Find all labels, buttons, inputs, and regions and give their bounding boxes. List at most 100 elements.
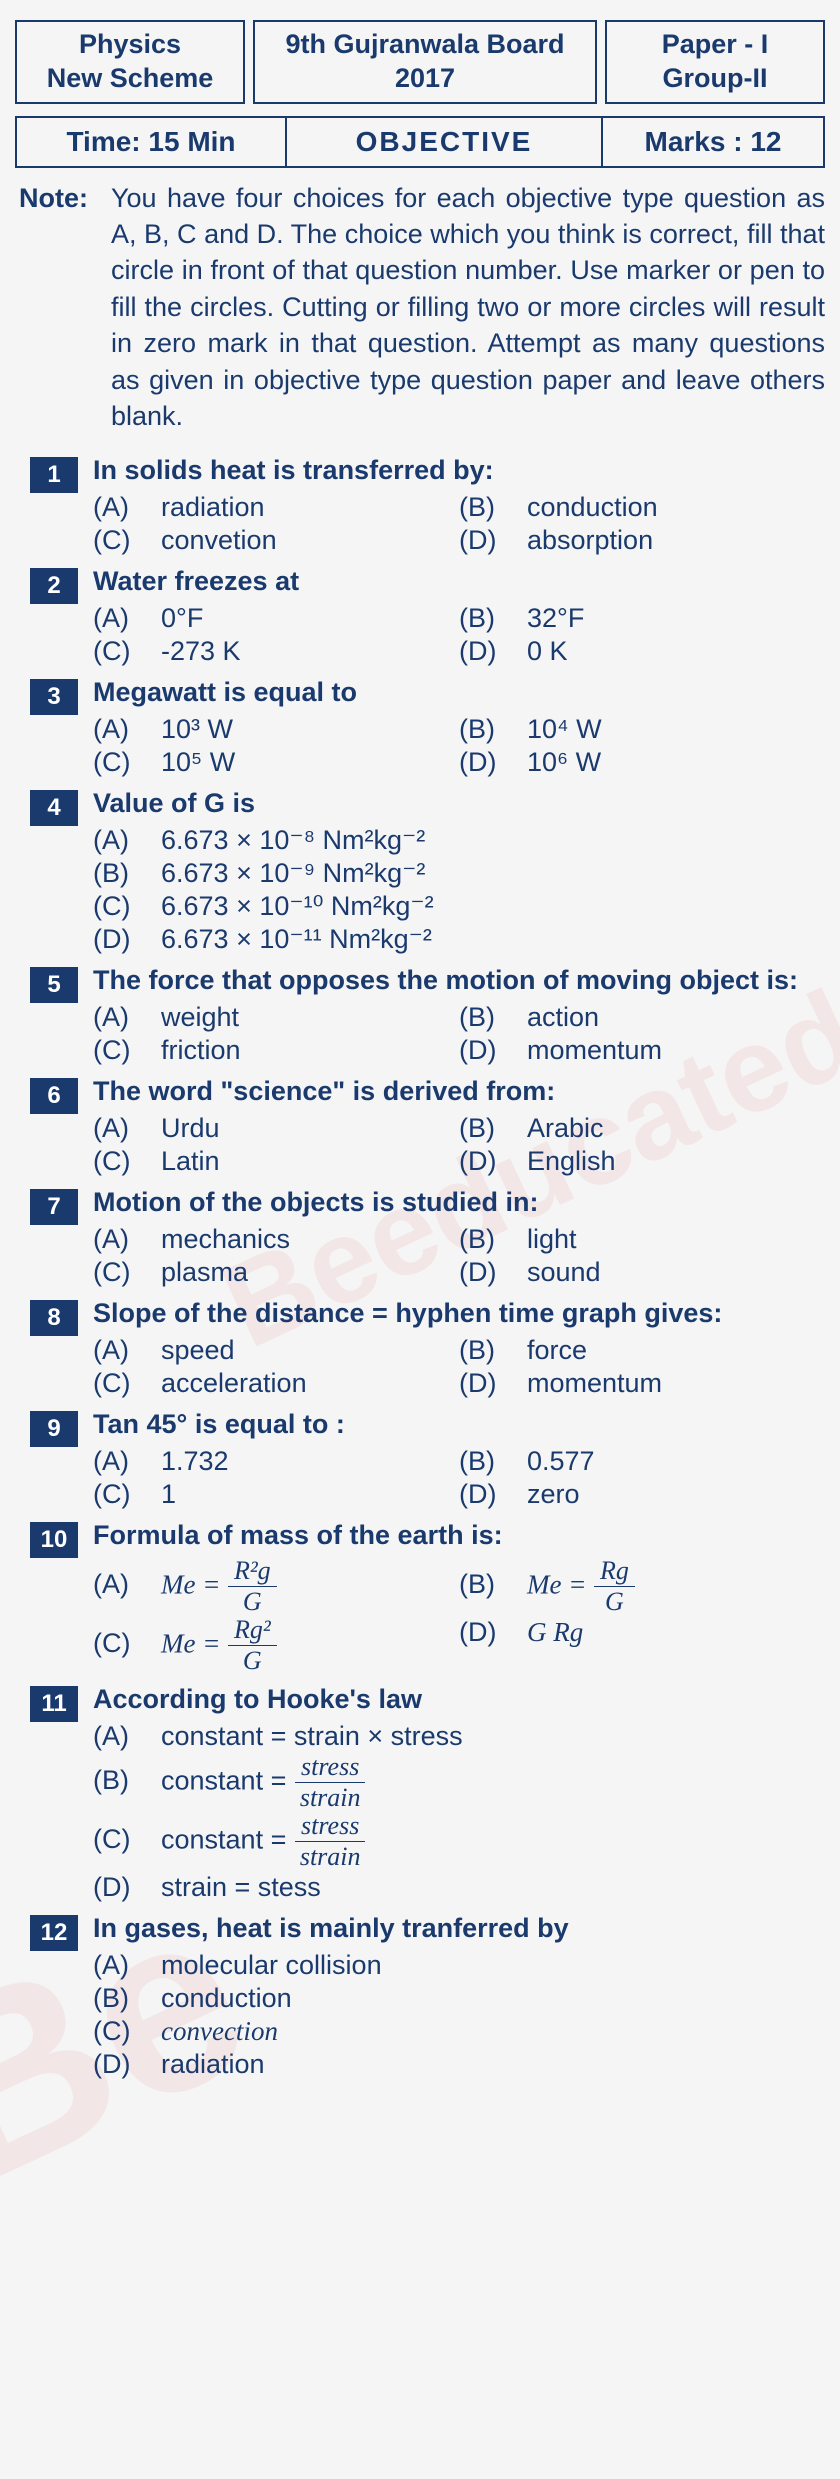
question-number: 4 (30, 790, 78, 826)
option-letter: (C) (93, 1035, 161, 1066)
option-letter: (D) (459, 1035, 527, 1066)
options: (A)Me = R²gG(B)Me = RgG(C)Me = Rg²G(D)G … (93, 1558, 825, 1676)
note-block: Note: You have four choices for each obj… (15, 180, 825, 435)
option: (A)10³ W (93, 714, 459, 745)
options: (A)mechanics(B)light(C)plasma(D)sound (93, 1224, 825, 1290)
options: (A)speed(B)force(C)acceleration(D)moment… (93, 1335, 825, 1401)
options: (A)0°F(B)32°F(C)-273 K(D)0 K (93, 603, 825, 669)
option: (D)momentum (459, 1368, 825, 1399)
option: (B)Me = RgG (459, 1558, 825, 1615)
questions-container: 1 In solids heat is transferred by:(A)rad… (15, 453, 825, 2082)
question-number: 6 (30, 1078, 78, 1114)
option-text: 0 K (527, 636, 568, 667)
option: (B)conduction (459, 492, 825, 523)
option-text: convection (161, 2016, 278, 2047)
option-letter: (C) (93, 525, 161, 556)
option: (D)strain = stess (93, 1872, 825, 1903)
question-number: 10 (30, 1522, 78, 1558)
note-text: You have four choices for each objective… (105, 180, 825, 435)
question-body: In gases, heat is mainly tranferred by(A… (93, 1911, 825, 2082)
question-4: 4 Value of G is(A)6.673 × 10⁻⁸ Nm²kg⁻²(B)… (15, 786, 825, 957)
option-text: friction (161, 1035, 241, 1066)
option: (D)English (459, 1146, 825, 1177)
question-body: In solids heat is transferred by:(A)radi… (93, 453, 825, 558)
header-row: Physics New Scheme 9th Gujranwala Board … (15, 20, 825, 104)
question-body: Formula of mass of the earth is:(A)Me = … (93, 1518, 825, 1675)
qnum-col: 2 (15, 564, 93, 669)
option-letter: (D) (459, 525, 527, 556)
option-letter: (A) (93, 1224, 161, 1255)
option-text: 6.673 × 10⁻⁸ Nm²kg⁻² (161, 825, 425, 856)
option-letter: (B) (459, 603, 527, 634)
option-text: weight (161, 1002, 239, 1033)
option: (C)1 (93, 1479, 459, 1510)
option-letter: (A) (93, 492, 161, 523)
option-letter: (A) (93, 603, 161, 634)
header-paper: Paper - I Group-II (605, 20, 825, 104)
option: (D)zero (459, 1479, 825, 1510)
option-letter: (D) (93, 2049, 161, 2080)
question-number: 2 (30, 568, 78, 604)
qnum-col: 6 (15, 1074, 93, 1179)
question-9: 9Tan 45° is equal to :(A)1.732(B)0.577(C… (15, 1407, 825, 1512)
option: (A)Me = R²gG (93, 1558, 459, 1615)
option-text: Urdu (161, 1113, 220, 1144)
option-text: 1.732 (161, 1446, 229, 1477)
option-text: 32°F (527, 603, 584, 634)
question-text: Slope of the distance = hyphen time grap… (93, 1296, 825, 1331)
option: (D)sound (459, 1257, 825, 1288)
option: (C)constant = stressstrain (93, 1813, 825, 1870)
option: (A)0°F (93, 603, 459, 634)
question-text: According to Hooke's law (93, 1682, 825, 1717)
option-text: 6.673 × 10⁻⁹ Nm²kg⁻² (161, 858, 425, 889)
question-8: 8Slope of the distance = hyphen time gra… (15, 1296, 825, 1401)
question-number: 3 (30, 679, 78, 715)
question-body: Tan 45° is equal to :(A)1.732(B)0.577(C)… (93, 1407, 825, 1512)
scheme: New Scheme (47, 63, 214, 93)
options: (A)radiation(B)conduction(C)convetion(D)… (93, 492, 825, 558)
question-12: 12 In gases, heat is mainly tranferred by… (15, 1911, 825, 2082)
question-text: The force that opposes the motion of mov… (93, 963, 825, 998)
option-text: speed (161, 1335, 235, 1366)
option-letter: (B) (459, 1113, 527, 1144)
option-text: Me = R²gG (161, 1558, 277, 1615)
question-number: 1 (30, 457, 78, 493)
option-letter: (B) (459, 1002, 527, 1033)
option-letter: (A) (93, 1113, 161, 1144)
options: (A)6.673 × 10⁻⁸ Nm²kg⁻²(B)6.673 × 10⁻⁹ N… (93, 825, 825, 957)
option: (B)Arabic (459, 1113, 825, 1144)
option-letter: (B) (459, 1446, 527, 1477)
question-body: Motion of the objects is studied in:(A)m… (93, 1185, 825, 1290)
option: (A)Urdu (93, 1113, 459, 1144)
qnum-col: 12 (15, 1911, 93, 2082)
option-text: English (527, 1146, 616, 1177)
option-text: molecular collision (161, 1950, 382, 1981)
option-letter: (A) (93, 1335, 161, 1366)
option: (A)6.673 × 10⁻⁸ Nm²kg⁻² (93, 825, 825, 856)
option-text: 10⁴ W (527, 714, 602, 745)
board: 9th Gujranwala Board 2017 (285, 29, 564, 93)
question-number: 9 (30, 1411, 78, 1447)
option: (C)plasma (93, 1257, 459, 1288)
option: (D)0 K (459, 636, 825, 667)
option-letter: (A) (93, 1569, 161, 1600)
option-letter: (D) (93, 924, 161, 955)
question-body: Value of G is(A)6.673 × 10⁻⁸ Nm²kg⁻²(B)6… (93, 786, 825, 957)
option-text: Arabic (527, 1113, 604, 1144)
option-letter: (C) (93, 1257, 161, 1288)
subject: Physics (79, 29, 181, 59)
option-letter: (C) (93, 1628, 161, 1659)
question-1: 1 In solids heat is transferred by:(A)rad… (15, 453, 825, 558)
option-letter: (B) (459, 1224, 527, 1255)
option: (D)6.673 × 10⁻¹¹ Nm²kg⁻² (93, 924, 825, 955)
option-letter: (A) (93, 714, 161, 745)
question-number: 12 (30, 1915, 78, 1951)
option-text: 10³ W (161, 714, 233, 745)
question-body: The word "science" is derived from:(A)Ur… (93, 1074, 825, 1179)
option-text: acceleration (161, 1368, 307, 1399)
question-5: 5The force that opposes the motion of mo… (15, 963, 825, 1068)
option: (A)weight (93, 1002, 459, 1033)
option-text: 0°F (161, 603, 203, 634)
option: (A)molecular collision (93, 1950, 825, 1981)
note-label: Note: (15, 180, 105, 435)
